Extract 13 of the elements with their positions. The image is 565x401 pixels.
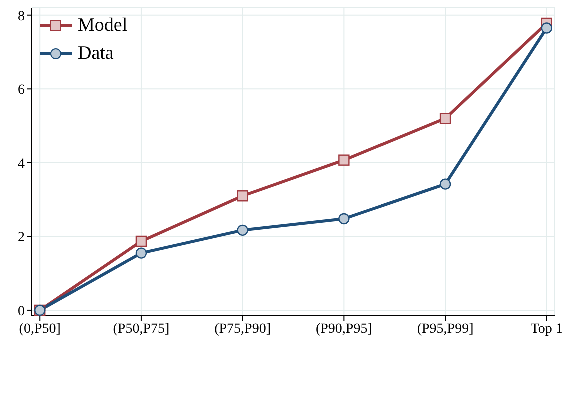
y-tick-label: 0 — [18, 304, 25, 320]
legend-label: Data — [78, 43, 114, 65]
y-tick-label: 8 — [18, 9, 25, 24]
x-tick-label: (P75,P90] — [214, 322, 272, 337]
legend-label: Model — [78, 15, 128, 37]
y-tick-label: 6 — [18, 83, 25, 98]
x-tick-label: Top 1 — [530, 322, 563, 337]
y-tick-label: 4 — [18, 156, 25, 172]
y-tick-label: 2 — [18, 230, 25, 246]
x-tick-label: (P90,P95] — [316, 322, 372, 337]
x-tick-label: (P50,P75] — [113, 322, 170, 337]
x-tick-label: (P95,P99] — [417, 322, 474, 337]
x-tick-label: (0,P50] — [19, 322, 61, 337]
